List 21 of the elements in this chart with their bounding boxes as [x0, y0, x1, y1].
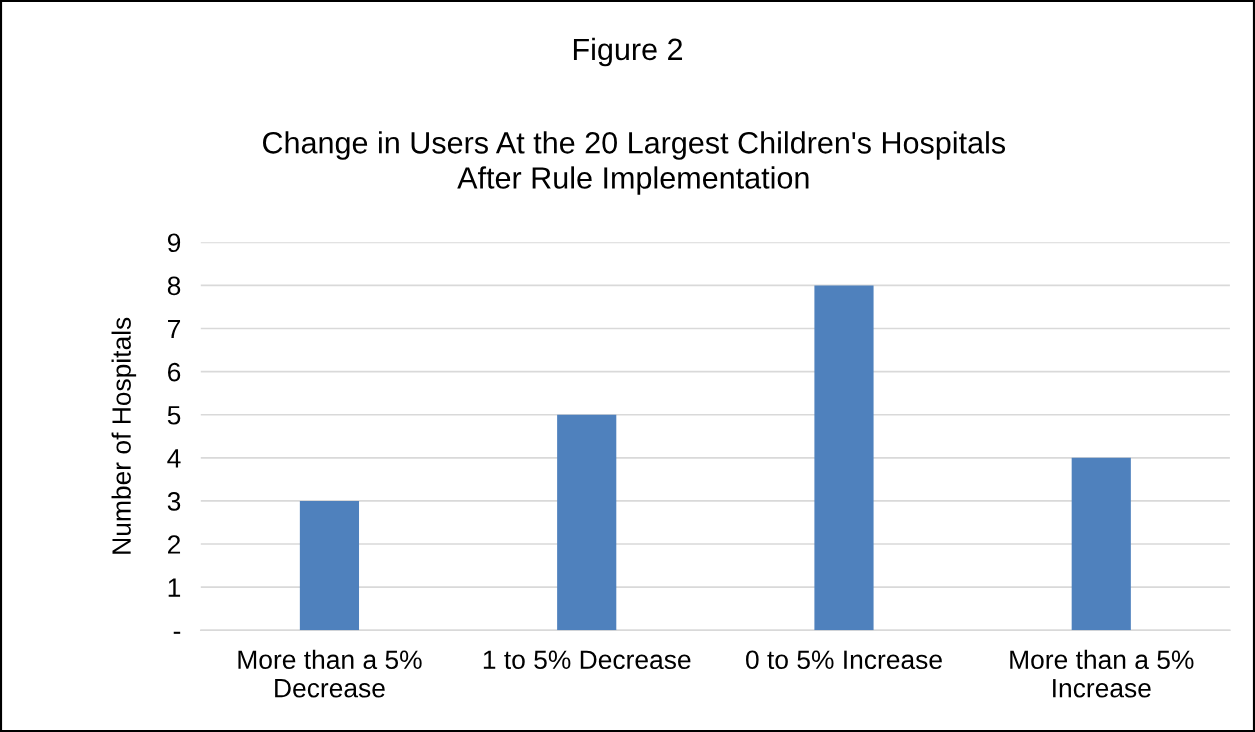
bar — [557, 414, 617, 631]
chart-title: Figure 2 — [573, 37, 683, 67]
bar — [1071, 457, 1131, 631]
y-tick-label: 2 — [168, 535, 181, 554]
y-tick-label: - — [173, 631, 181, 634]
x-tick-label: More than a 5% Increase — [1010, 649, 1194, 698]
y-tick-label: 5 — [167, 406, 181, 425]
y-tick-label: 8 — [167, 276, 181, 296]
y-tick-label: 4 — [167, 449, 181, 468]
x-tick-label: 0 to 5% Increase — [746, 650, 942, 670]
y-tick-label: 1 — [168, 578, 181, 597]
bar — [814, 285, 874, 631]
bar — [299, 500, 360, 631]
x-tick-label: More than a 5% Decrease — [238, 649, 422, 698]
y-tick-label: 6 — [168, 362, 181, 382]
x-tick-label: 1 to 5% Decrease — [483, 650, 691, 670]
y-tick-label: 7 — [168, 319, 181, 339]
y-tick-label: 9 — [167, 233, 181, 253]
y-axis-title: Number of Hospitals — [111, 317, 137, 554]
y-tick-label: 3 — [167, 492, 181, 511]
chart-subtitle: Change in Users At the 20 Largest Children's Hospitals After Rule Implementation — [263, 131, 1006, 195]
